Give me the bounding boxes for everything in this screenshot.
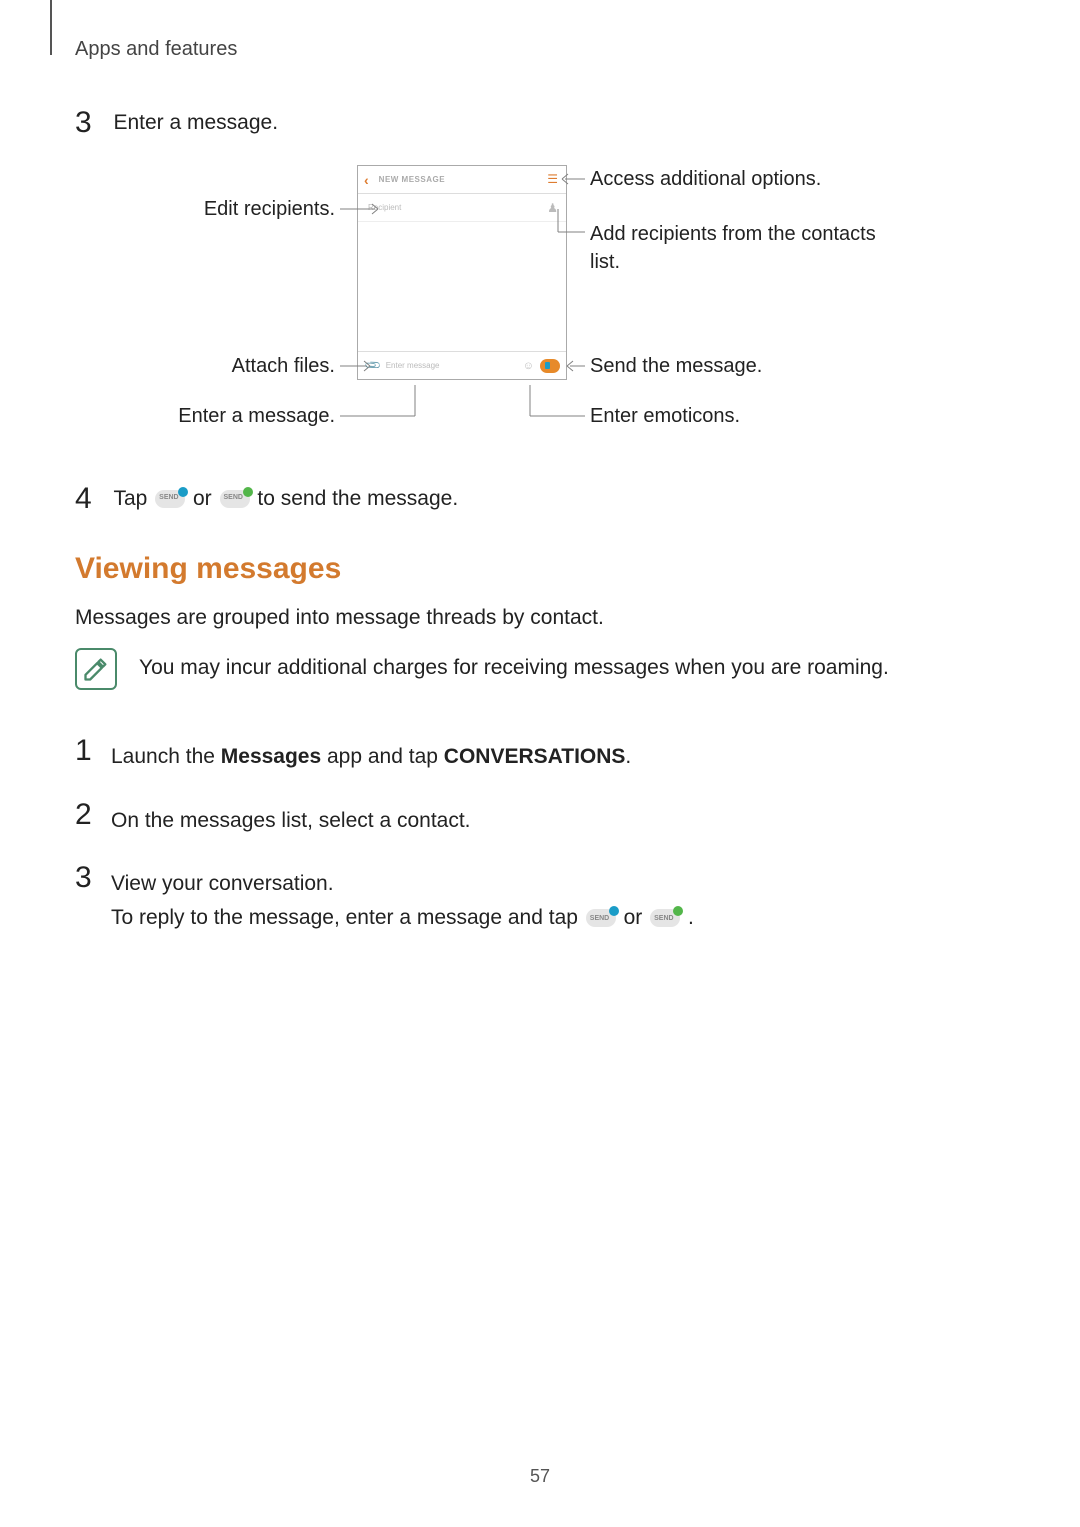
ol-item-3: 3 View your conversation. To reply to th… [75,863,1005,934]
emoticon-icon: ☺ [523,360,534,372]
page: Apps and features 3 Enter a message. ‹ N… [0,0,1080,1527]
recipient-row: Recipient ♟ [358,194,566,222]
new-message-diagram: ‹ NEW MESSAGE ☰ Recipient ♟ 📎 Enter mess… [75,160,1005,445]
step-3: 3 Enter a message. [75,106,278,140]
menu-icon: ☰ [547,173,558,185]
phone-mock: ‹ NEW MESSAGE ☰ Recipient ♟ 📎 Enter mess… [357,165,567,380]
callout-enter-message: Enter a message. [75,405,335,428]
callout-send-message: Send the message. [590,355,762,378]
send-badge-blue-icon: SEND [155,490,185,508]
ol-item-1: 1 Launch the Messages app and tap CONVER… [75,736,1005,774]
enter-placeholder: Enter message [386,361,523,370]
ol-2-num: 2 [75,800,111,830]
phone-title: NEW MESSAGE [379,175,445,184]
send-badge-green-icon: SEND [650,909,680,927]
step-4: 4 Tap SEND or SEND to send the message. [75,482,458,516]
back-icon: ‹ [364,172,369,188]
step-4-mid: or [193,487,218,510]
callout-add-contacts: Add recipients from the contacts list. [590,220,910,276]
callout-access-options: Access additional options. [590,168,821,191]
step-3-text: Enter a message. [113,111,278,135]
step-4-num: 4 [75,482,105,516]
ol-2-body: On the messages list, select a contact. [111,800,471,838]
ol-3-line1: View your conversation. [111,867,694,901]
callout-edit-recipients: Edit recipients. [75,198,335,221]
breadcrumb: Apps and features [75,38,237,61]
ol-1-num: 1 [75,736,111,766]
send-chip-icon [540,359,560,373]
side-rule [50,0,52,55]
sim2-dot-icon [243,487,253,497]
viewing-steps: 1 Launch the Messages app and tap CONVER… [75,736,1005,960]
send-badge-blue-icon: SEND [586,909,616,927]
attach-icon: 📎 [363,356,382,375]
send-badge-green-icon: SEND [220,490,250,508]
callout-attach-files: Attach files. [75,355,335,378]
page-number: 57 [0,1466,1080,1487]
callout-enter-emoticons: Enter emoticons. [590,405,740,428]
section-heading: Viewing messages [75,552,341,586]
step-4-pre: Tap [113,487,153,510]
step-4-post: to send the message. [257,487,458,510]
ol-3-num: 3 [75,863,111,893]
recipient-placeholder: Recipient [368,203,401,212]
note-row: You may incur additional charges for rec… [75,648,889,690]
step-4-text: Tap SEND or SEND to send the message. [113,487,458,511]
sim2-dot-icon [673,906,683,916]
ol-3-body: View your conversation. To reply to the … [111,863,694,934]
note-icon [75,648,117,690]
step-3-num: 3 [75,106,105,140]
contact-icon: ♟ [547,201,558,215]
note-text: You may incur additional charges for rec… [139,648,889,680]
ol-item-2: 2 On the messages list, select a contact… [75,800,1005,838]
phone-footer: 📎 Enter message ☺ [358,351,566,379]
ol-1-body: Launch the Messages app and tap CONVERSA… [111,736,631,774]
section-para: Messages are grouped into message thread… [75,602,604,634]
phone-header: ‹ NEW MESSAGE ☰ [358,166,566,194]
sim1-dot-icon [609,906,619,916]
pencil-icon [82,655,110,683]
sim1-dot-icon [178,487,188,497]
ol-3-line2: To reply to the message, enter a message… [111,901,694,935]
